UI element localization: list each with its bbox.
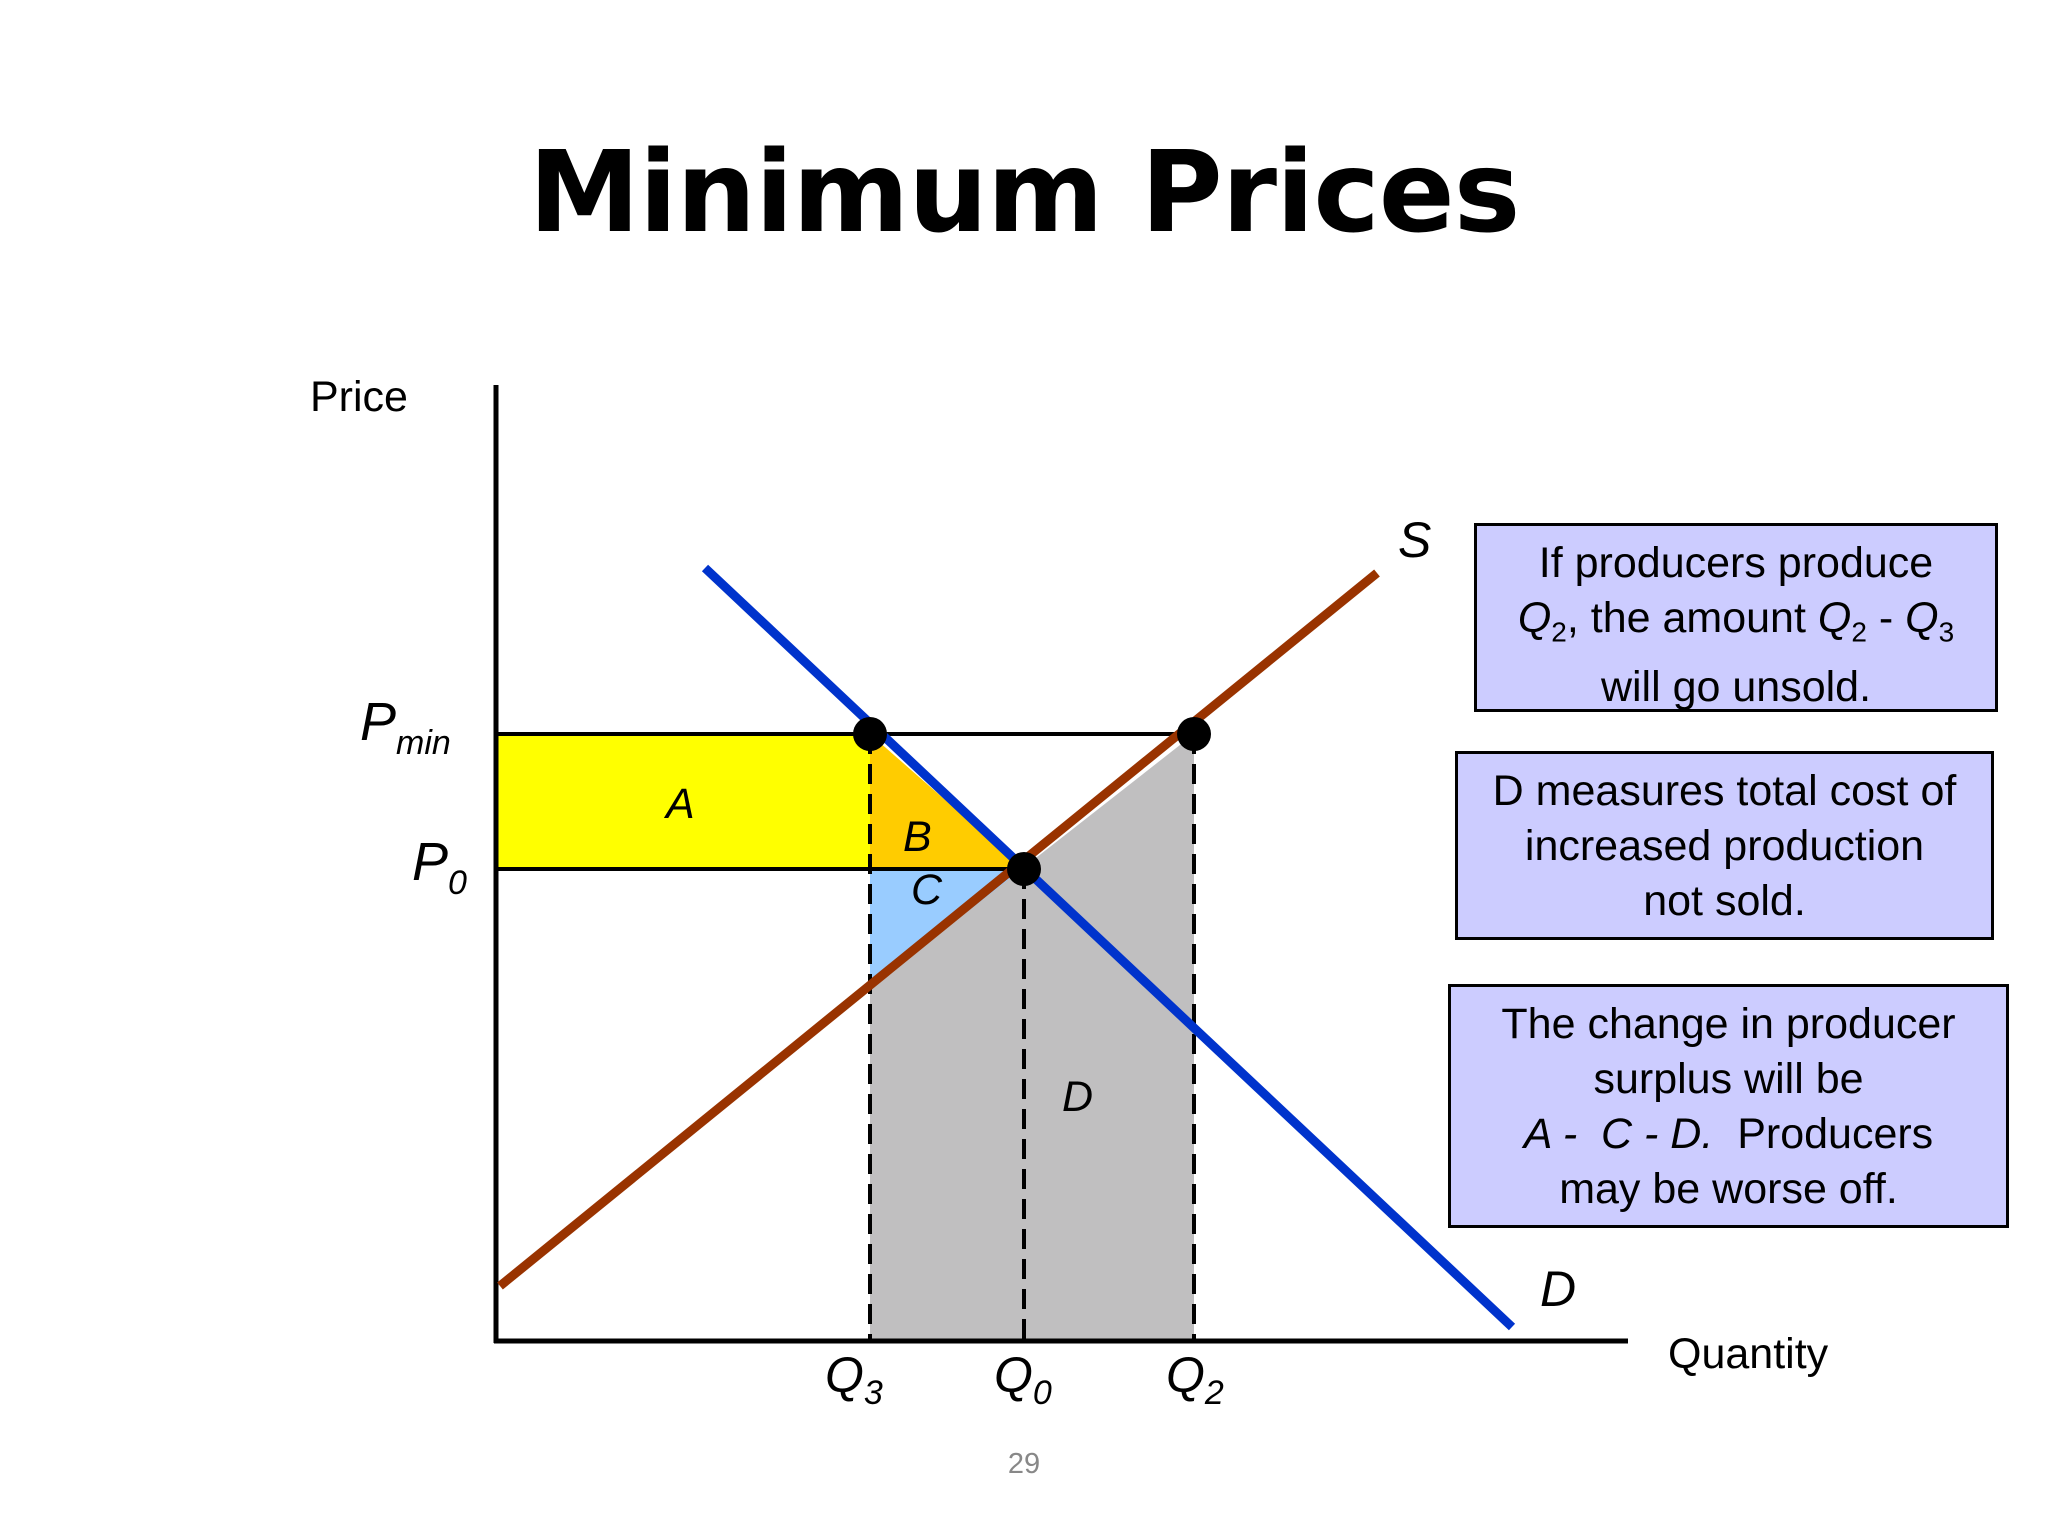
surplus-note-line-2: surplus will be [1593, 1055, 1864, 1103]
area-d-label: D [1062, 1073, 1093, 1121]
q3-label: Q3 [825, 1347, 883, 1412]
cost-note-line-2: increased production [1524, 822, 1925, 870]
p-min-label: Pmin [360, 692, 451, 762]
supply-curve [497, 569, 1380, 1290]
p0-label: P0 [412, 832, 467, 902]
surplus-note-line-3: A - C - D. Producers [1523, 1110, 1934, 1158]
demand-curve [701, 564, 1516, 1331]
cost-note-box: D measures total cost of increased produ… [1455, 751, 1994, 940]
slide-title: Minimum Prices [528, 128, 1521, 258]
demand-label: D [1540, 1261, 1576, 1317]
page-number: 29 [1007, 1448, 1041, 1480]
cost-note-line-3: not sold. [1643, 877, 1806, 925]
area-a-label: A [663, 780, 695, 828]
area-d [870, 734, 1194, 1340]
demand-at-pmin-point [853, 717, 887, 751]
unsold-note-box: If producers produce Q2, the amount Q2 -… [1474, 523, 1998, 712]
equilibrium-point [1007, 852, 1041, 886]
surplus-note-line-1: The change in producer [1501, 1000, 1956, 1048]
area-a [496, 734, 870, 869]
area-b-label: B [903, 813, 932, 861]
q2-label: Q2 [1166, 1347, 1224, 1412]
supply-at-pmin-point [1177, 717, 1211, 751]
surplus-note-line-4: may be worse off. [1559, 1165, 1898, 1213]
q0-label: Q0 [994, 1347, 1052, 1412]
unsold-note-line-3: will go unsold. [1600, 662, 1872, 711]
area-c-label: C [911, 866, 943, 914]
x-axis-label: Quantity [1668, 1330, 1829, 1378]
y-axis-label: Price [310, 373, 408, 421]
supply-label: S [1398, 512, 1431, 568]
unsold-note-line-2: Q2, the amount Q2 - Q3 [1517, 594, 1955, 648]
surplus-note-box: The change in producer surplus will be A… [1448, 984, 2009, 1228]
unsold-note-line-1: If producers produce [1538, 539, 1934, 587]
cost-note-line-1: D measures total cost of [1492, 767, 1957, 815]
